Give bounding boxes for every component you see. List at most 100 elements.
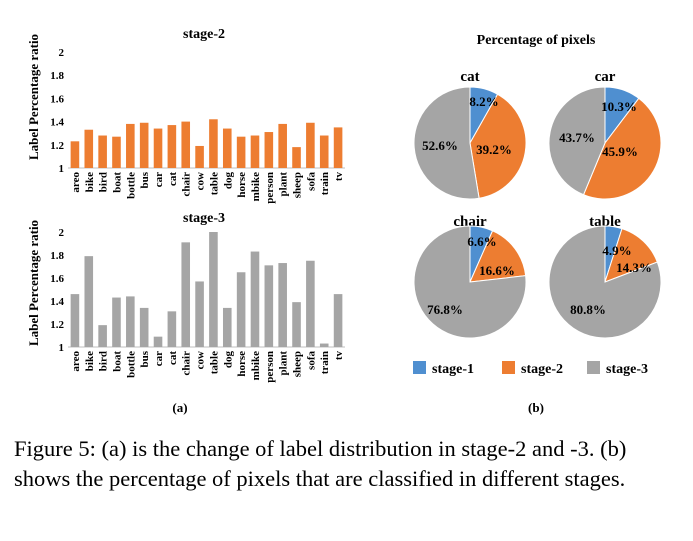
bar — [139, 122, 149, 168]
x-tick-label: person — [264, 351, 276, 383]
figure-number: Figure 5: — [14, 436, 96, 461]
pie-slice — [469, 93, 527, 199]
x-tick-label: person — [264, 172, 276, 204]
x-tick-label: plant — [278, 351, 290, 376]
y-tick-label: 1.2 — [50, 319, 64, 331]
bar — [139, 307, 149, 347]
bar — [236, 136, 246, 168]
pie-value-label: 43.7% — [559, 130, 595, 145]
stage-2-bar-chart: stage-2 Label Percentage ratio 1 1.2 1.4 1.… — [26, 27, 345, 204]
x-tick-label: sofa — [305, 351, 317, 370]
x-tick-label: bus — [139, 171, 151, 188]
x-tick-label: car — [153, 172, 165, 187]
y-tick-label: 1 — [59, 342, 65, 354]
panel-b-label: (b) — [528, 400, 544, 415]
pie-value-label: 6.6% — [467, 234, 496, 249]
x-tick-label: tv — [333, 351, 345, 361]
x-tick-label: sofa — [305, 172, 317, 191]
bar — [126, 296, 135, 347]
pie-value-label: 52.6% — [422, 138, 458, 153]
y-tick-label: 1.6 — [50, 273, 64, 285]
bar — [306, 260, 315, 347]
pie-title: table — [589, 214, 621, 230]
pie-value-label: 14.3% — [616, 260, 652, 275]
legend-swatch-stage-3 — [587, 361, 600, 374]
bar — [333, 127, 343, 168]
x-tick-label: table — [208, 172, 220, 195]
stage-3-bar-chart: stage-3 Label Percentage ratio 1 1.2 1.4 1.… — [26, 211, 345, 383]
x-tick-label: bottle — [125, 351, 137, 378]
legend-label-stage-2: stage-2 — [521, 362, 563, 377]
legend-label-stage-3: stage-3 — [606, 362, 648, 377]
bar — [70, 141, 80, 168]
bar — [167, 311, 177, 347]
x-tick-label: mbike — [250, 172, 262, 201]
x-tick-label: boat — [111, 172, 123, 193]
bar — [264, 265, 274, 347]
panel-a-label: (a) — [172, 400, 187, 415]
bar — [222, 307, 232, 347]
legend-label-stage-1: stage-1 — [432, 362, 474, 377]
bar — [84, 256, 94, 347]
pie-slice — [413, 225, 527, 339]
x-tick-label: cat — [167, 172, 179, 186]
pie-section-title: Percentage of pixels — [477, 33, 596, 48]
y-tick-label: 1.8 — [50, 250, 64, 262]
x-tick-label: bottle — [125, 172, 137, 199]
bar — [153, 128, 163, 168]
x-tick-label: tv — [333, 172, 345, 182]
bar — [209, 232, 218, 347]
pie-value-label: 45.9% — [602, 144, 638, 159]
legend: stage-1 stage-2 stage-3 — [413, 361, 648, 377]
bar — [319, 135, 329, 168]
bar — [236, 272, 246, 347]
y-tick-label: 1.4 — [50, 296, 64, 308]
bar — [319, 343, 329, 347]
x-tick-label: bike — [84, 351, 96, 371]
figure-canvas: stage-2 Label Percentage ratio 1 1.2 1.4 1.… — [26, 27, 662, 415]
figure-caption: Figure 5: (a) is the change of label dis… — [14, 434, 680, 494]
legend-swatch-stage-2 — [502, 361, 515, 374]
pie-value-label: 16.6% — [479, 263, 515, 278]
pie-cat: cat 8.2% 39.2% 52.6% — [413, 69, 527, 200]
pie-value-label: 10.3% — [601, 99, 637, 114]
pie-title: cat — [460, 69, 479, 85]
bar — [181, 242, 191, 347]
x-tick-label: train — [319, 351, 331, 374]
x-tick-label: bird — [98, 351, 110, 371]
bar — [98, 325, 107, 347]
x-tick-label: sheep — [292, 172, 304, 198]
bar — [306, 122, 315, 168]
bar — [70, 294, 80, 347]
pie-title: car — [595, 69, 616, 85]
y-tick-label: 2 — [59, 47, 65, 59]
bar — [126, 123, 135, 168]
bar — [181, 121, 191, 168]
y-tick-label: 1.6 — [50, 93, 64, 105]
bar — [98, 135, 107, 168]
pie-slice — [469, 230, 527, 283]
pie-value-label: 8.2% — [469, 94, 498, 109]
pie-table: table 4.9% 14.3% 80.8% — [548, 214, 662, 339]
bar — [264, 132, 274, 168]
bar — [292, 302, 301, 347]
pie-slice — [413, 86, 480, 200]
y-tick-label: 1.8 — [50, 70, 64, 82]
y-tick-label: 1.4 — [50, 117, 64, 129]
x-tick-label: train — [319, 172, 331, 195]
pie-slice — [548, 86, 606, 196]
x-tick-label: chair — [181, 351, 193, 376]
bar — [112, 136, 121, 168]
bar — [278, 263, 287, 347]
x-tick-label: car — [153, 351, 165, 366]
bar — [250, 251, 260, 347]
x-tick-label: plant — [278, 172, 290, 197]
x-tick-label: dog — [222, 172, 234, 190]
x-tick-label: bird — [98, 172, 110, 192]
bar — [209, 119, 218, 168]
legend-swatch-stage-1 — [413, 361, 426, 374]
pie-car: car 10.3% 45.9% 43.7% — [548, 69, 662, 200]
pie-value-label: 39.2% — [476, 142, 512, 157]
y-axis-label: Label Percentage ratio — [26, 220, 41, 346]
pie-slice — [582, 97, 662, 200]
